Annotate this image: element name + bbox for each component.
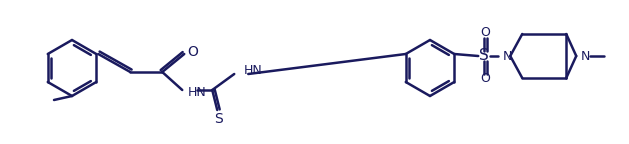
Text: S: S <box>479 49 489 64</box>
Text: HN: HN <box>188 86 207 98</box>
Text: N: N <box>581 50 591 62</box>
Text: O: O <box>187 45 198 59</box>
Text: N: N <box>503 50 513 62</box>
Text: O: O <box>481 26 490 39</box>
Text: S: S <box>214 112 223 126</box>
Text: HN: HN <box>244 64 263 76</box>
Text: O: O <box>481 72 490 86</box>
